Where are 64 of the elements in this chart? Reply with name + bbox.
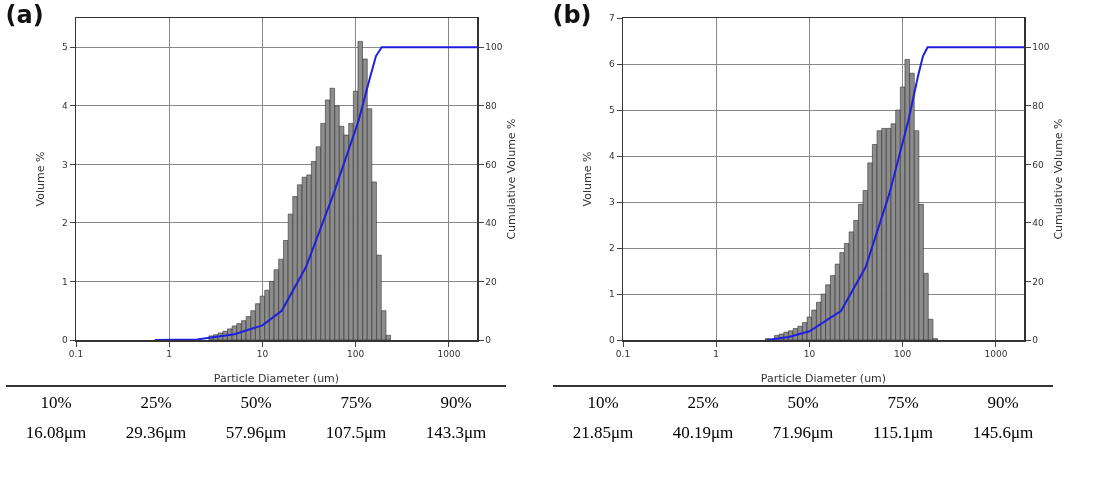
y2-tick-label: 20 — [485, 276, 498, 287]
y-tick-label: 2 — [61, 218, 68, 229]
y-tick-label: 6 — [608, 59, 615, 70]
text: 29.36μm — [124, 422, 188, 444]
text: 57.96μm — [224, 422, 288, 444]
text: 50% — [239, 392, 273, 414]
text: 40.19μm — [671, 422, 735, 444]
x-tick-label: 100 — [347, 349, 365, 360]
x-tick-label: 1 — [713, 349, 720, 360]
text: 25% — [686, 392, 720, 414]
y-tick-label: 7 — [608, 13, 615, 24]
y2-tick-label: 60 — [485, 159, 498, 170]
text: 107.5μm — [324, 422, 388, 444]
x-tick-label: 1000 — [984, 349, 1008, 360]
text: 75% — [339, 392, 373, 414]
text: 145.6μm — [971, 422, 1035, 444]
x-tick-label: 0.1 — [68, 349, 84, 360]
x-axis-title: Particle Diameter (um) — [213, 372, 340, 385]
x-axis-title: Particle Diameter (um) — [760, 372, 887, 385]
y-tick-label: 0 — [61, 335, 68, 346]
y-tick-label: 3 — [61, 159, 68, 170]
y2-axis-title: Cumulative Volume % — [1052, 118, 1065, 240]
y-axis-title: Volume % — [33, 151, 47, 207]
y2-axis-title: Cumulative Volume % — [505, 118, 518, 240]
y2-tick-label: 20 — [1032, 276, 1045, 287]
y-tick-label: 2 — [608, 243, 615, 254]
text: 10% — [586, 392, 620, 414]
y-tick-label: 5 — [608, 105, 615, 116]
y2-tick-label: 100 — [485, 42, 503, 53]
x-tick-label: 0.1 — [615, 349, 631, 360]
y2-tick-label: 0 — [1032, 335, 1039, 346]
x-tick-label: 10 — [256, 349, 269, 360]
x-tick-label: 10 — [803, 349, 816, 360]
text: 115.1μm — [872, 422, 934, 444]
text: 143.3μm — [424, 422, 488, 444]
y2-tick-label: 40 — [1032, 218, 1045, 229]
chart-title: (a) — [5, 0, 44, 29]
y2-tick-label: 80 — [1032, 100, 1045, 111]
text: 90% — [439, 392, 473, 414]
y-tick-label: 5 — [61, 42, 68, 53]
text: 16.08μm — [24, 422, 88, 444]
x-tick-label: 100 — [894, 349, 912, 360]
y2-tick-label: 60 — [1032, 159, 1045, 170]
y-tick-label: 4 — [61, 100, 68, 111]
text: 90% — [986, 392, 1020, 414]
y2-tick-label: 40 — [485, 218, 498, 229]
x-tick-label: 1 — [166, 349, 173, 360]
y2-tick-label: 100 — [1032, 42, 1050, 53]
y2-tick-label: 0 — [485, 335, 492, 346]
x-tick-label: 1000 — [437, 349, 461, 360]
text: 21.85μm — [571, 422, 635, 444]
y-tick-label: 3 — [608, 197, 615, 208]
y2-tick-label: 80 — [485, 100, 498, 111]
chart-title: (b) — [552, 0, 592, 29]
text: 75% — [886, 392, 920, 414]
text: 10% — [39, 392, 73, 414]
y-tick-label: 1 — [61, 276, 68, 287]
y-axis-title: Volume % — [580, 151, 594, 207]
text: 25% — [139, 392, 173, 414]
text: 71.96μm — [771, 422, 835, 444]
y-tick-label: 1 — [608, 289, 615, 300]
text: 50% — [786, 392, 820, 414]
y-tick-label: 0 — [608, 335, 615, 346]
y-tick-label: 4 — [608, 151, 615, 162]
